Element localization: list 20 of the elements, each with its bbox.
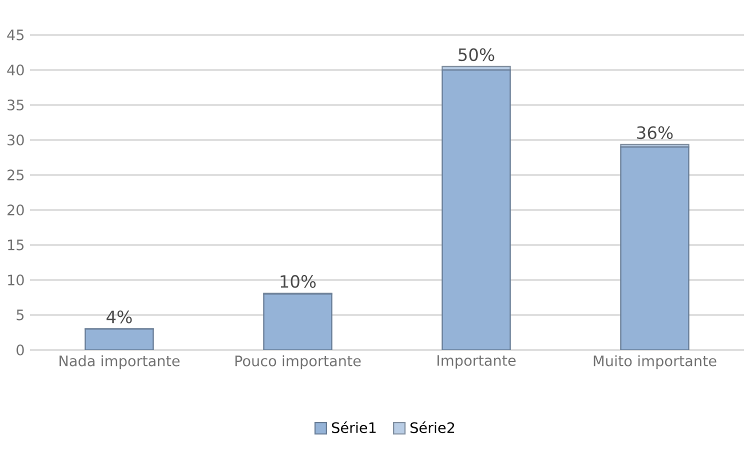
y-tick-label: 40 [7,64,24,76]
data-label: 4% [106,310,132,324]
y-tick-label: 45 [7,30,24,40]
y-tick-label: 10 [8,274,24,286]
y-tick-label: 35 [8,100,24,110]
y-tick-label: 20 [8,204,24,216]
y-tick-label: 0 [16,344,24,356]
y-tick-label: 30 [8,134,24,146]
data-label: 10% [280,275,316,288]
data-label: 36% [637,126,673,140]
x-tick-label: Muito importante [594,355,716,370]
x-tick-label: Pouco importante [235,355,361,370]
y-tick-label: 5 [16,310,24,320]
data-label: 50% [458,48,494,62]
x-tick-label: Importante [438,355,516,369]
legend-label: Série1 [332,421,376,434]
x-tick-label: Nada importante [60,355,180,370]
y-tick-label: 25 [8,170,24,180]
legend-label: Série2 [410,421,454,434]
y-tick-label: 15 [8,240,24,250]
